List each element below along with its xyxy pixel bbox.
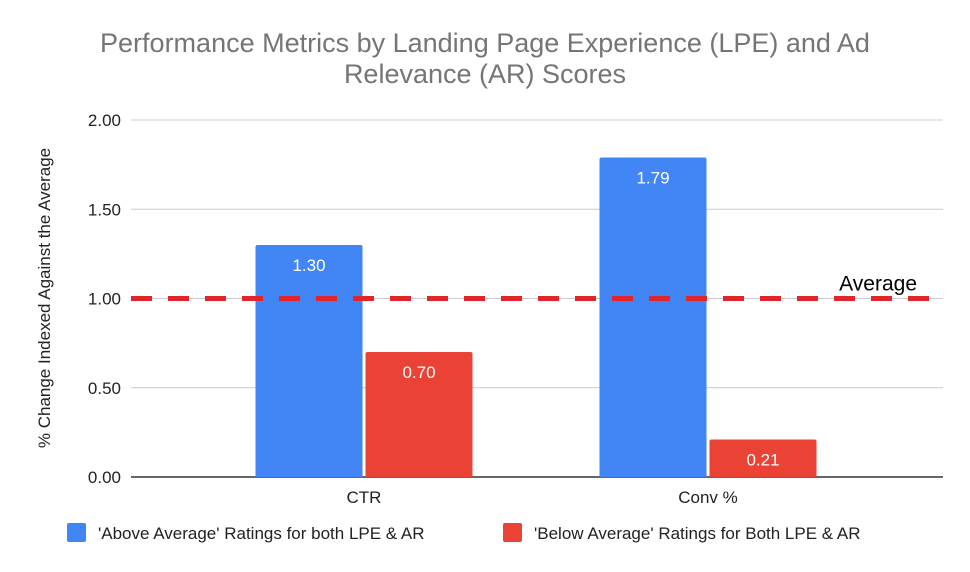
x-tick-label: CTR — [347, 488, 382, 507]
chart-title-line-2: Relevance (AR) Scores — [344, 59, 626, 89]
y-axis-label: % Change Indexed Against the Average — [35, 148, 54, 448]
y-tick-label: 0.50 — [88, 379, 121, 398]
y-tick-label: 1.50 — [88, 200, 121, 219]
x-tick-label: Conv % — [678, 488, 738, 507]
legend-swatch — [67, 523, 86, 542]
y-tick-label: 0.00 — [88, 468, 121, 487]
y-tick-label: 1.00 — [88, 290, 121, 309]
average-annotation: Average — [839, 273, 917, 296]
data-label: 0.70 — [402, 363, 435, 382]
y-tick-label: 2.00 — [88, 111, 121, 130]
data-label: 1.79 — [636, 168, 669, 187]
data-label: 1.30 — [292, 256, 325, 275]
bar — [599, 157, 707, 478]
bar — [709, 439, 817, 477]
legend-swatch — [503, 523, 522, 542]
data-label: 0.21 — [746, 451, 779, 470]
legend-label: 'Above Average' Ratings for both LPE & A… — [98, 524, 425, 543]
bar — [365, 352, 473, 477]
legend-label: 'Below Average' Ratings for Both LPE & A… — [534, 524, 861, 543]
chart-title-line-1: Performance Metrics by Landing Page Expe… — [100, 28, 870, 58]
bar — [255, 244, 363, 477]
